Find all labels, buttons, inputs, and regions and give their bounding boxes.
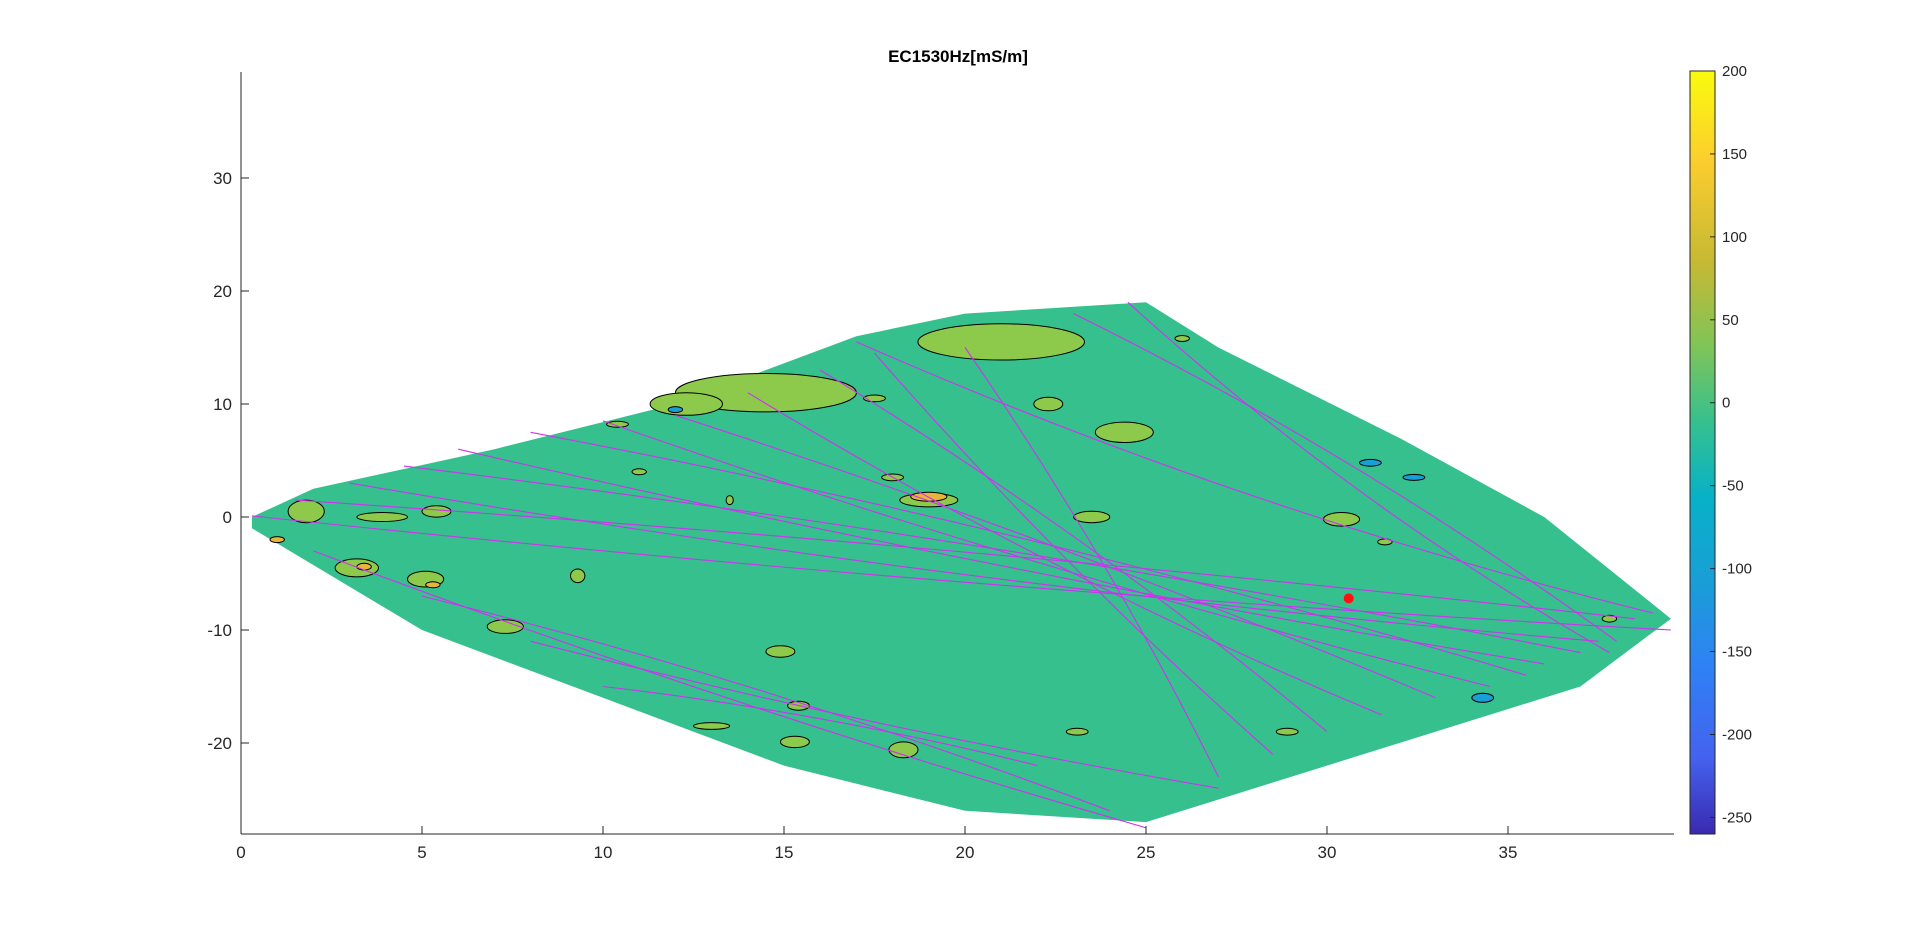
contour-patch-high [1275, 727, 1299, 736]
contour-patch-high [1073, 510, 1111, 524]
survey-track-line [251, 515, 1671, 631]
x-tick-label: 20 [956, 843, 975, 862]
contour-patch-high [649, 392, 723, 416]
contour-patch-high [693, 722, 731, 730]
chart-title: EC1530Hz[mS/m] [888, 47, 1028, 66]
contour-patch-low [1402, 473, 1426, 481]
colorbar-tick-label: -50 [1722, 478, 1744, 495]
contour-patch-high [725, 495, 734, 506]
colorbar-tick-label: -100 [1722, 561, 1752, 578]
survey-track-line [856, 341, 1653, 614]
survey-region [251, 302, 1671, 823]
survey-track-line [349, 482, 1599, 642]
survey-track-line [295, 499, 1635, 620]
survey-track-line [1073, 313, 1617, 642]
colorbar-ticks: 200 150 100 50 0 -50 -100 -150 -200 -250 [1710, 63, 1752, 826]
survey-track-line [530, 640, 1219, 789]
survey-track-line [819, 369, 1328, 733]
x-tick-label: 30 [1318, 843, 1337, 862]
contour-patch-high [421, 505, 452, 518]
contour-patch-high [570, 568, 586, 584]
contour-patch-high [765, 645, 796, 658]
contour-patch-high [631, 468, 647, 476]
y-tick-label: 0 [223, 508, 232, 527]
contour-patch-high [1033, 396, 1064, 412]
contour-patch-low [1359, 458, 1382, 467]
colorbar-tick-label: 0 [1722, 395, 1730, 412]
survey-track-line [458, 448, 1545, 665]
survey-track-line [530, 431, 1527, 676]
y-axis-ticks: 30 20 10 0 -10 -20 [207, 169, 249, 753]
current-position-marker [1343, 593, 1354, 604]
contour-patch-low [1471, 692, 1495, 703]
x-tick-label: 35 [1499, 843, 1518, 862]
x-tick-label: 5 [417, 843, 426, 862]
colorbar-tick-label: -200 [1722, 726, 1752, 743]
contour-patch-high [1601, 614, 1618, 623]
survey-track-line [602, 685, 1038, 767]
colorbar-tick-label: 200 [1722, 63, 1747, 80]
survey-track-line [313, 550, 1147, 829]
survey-track-line [675, 414, 1436, 699]
colorbar-tick-label: -250 [1722, 809, 1752, 826]
colorbar-tick-label: 100 [1722, 229, 1747, 246]
x-tick-label: 25 [1137, 843, 1156, 862]
contour-patch-high [917, 323, 1086, 361]
survey-track-line [747, 392, 1382, 716]
contour-patch-peak [425, 581, 441, 589]
survey-track-line [964, 347, 1219, 778]
contour-patch-high [356, 512, 409, 522]
contour-patch-high [1174, 335, 1190, 342]
colorbar [1689, 70, 1716, 835]
survey-track-line [1127, 301, 1610, 654]
contour-patch-high [779, 735, 810, 749]
contour-patch-high [606, 420, 629, 428]
contour-patch-peak [356, 562, 372, 571]
contour-patch-high [1065, 727, 1089, 736]
x-tick-label: 10 [594, 843, 613, 862]
colorbar-tick-label: 50 [1722, 312, 1739, 329]
x-tick-label: 15 [775, 843, 794, 862]
plot-area [251, 301, 1671, 829]
y-tick-label: 10 [213, 395, 232, 414]
contour-patch-peak [269, 536, 285, 544]
contour-patch-low [667, 406, 684, 414]
survey-track-line [874, 352, 1274, 755]
y-tick-label: 30 [213, 169, 232, 188]
x-tick-label: 0 [236, 843, 245, 862]
y-tick-label: -20 [207, 734, 232, 753]
contour-patch-high [486, 619, 524, 634]
x-axis-ticks: 0 5 10 15 20 25 30 35 [236, 826, 1517, 862]
colorbar-tick-label: -150 [1722, 644, 1752, 661]
contour-patch-high [1094, 421, 1154, 443]
colorbar-tick-label: 150 [1722, 146, 1747, 163]
y-tick-label: 20 [213, 282, 232, 301]
y-tick-label: -10 [207, 621, 232, 640]
contour-patch-high [287, 499, 325, 524]
survey-track-line [602, 420, 1491, 688]
survey-track-line [421, 595, 1110, 812]
contour-patch-high [1322, 512, 1361, 527]
